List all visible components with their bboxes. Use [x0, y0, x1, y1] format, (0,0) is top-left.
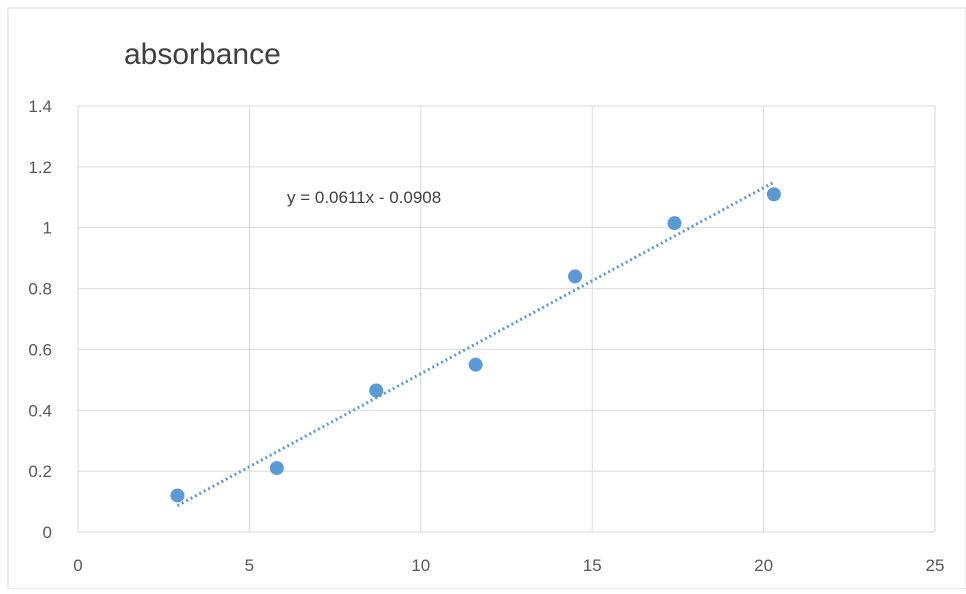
y-tick-label: 1.4 [28, 97, 52, 116]
axis-labels: 0 0.2 0.4 0.6 0.8 1 1.2 1.4 0 5 10 15 20 25 [28, 97, 944, 575]
data-points [170, 187, 781, 503]
trendline-layer [176, 180, 775, 508]
data-point [269, 461, 284, 476]
data-point [369, 383, 384, 398]
x-tick-label: 15 [583, 556, 602, 575]
y-tick-label: 0.6 [28, 340, 52, 359]
gridlines [77, 105, 936, 533]
chart-title: absorbance [124, 38, 281, 71]
data-point [667, 216, 682, 231]
x-tick-label: 25 [926, 556, 945, 575]
chart-border [7, 7, 966, 590]
trendline-equation: y = 0.0611x - 0.0908 [287, 188, 441, 207]
y-tick-label: 1.2 [28, 158, 52, 177]
x-tick-label: 5 [245, 556, 254, 575]
y-tick-label: 0.4 [28, 401, 52, 420]
trendline [176, 180, 775, 508]
data-point [170, 488, 185, 503]
data-point [568, 269, 583, 284]
x-tick-label: 20 [754, 556, 773, 575]
y-tick-label: 0.8 [28, 280, 52, 299]
x-tick-label: 10 [411, 556, 430, 575]
y-tick-label: 0.2 [28, 462, 52, 481]
data-point [468, 357, 483, 372]
y-tick-label: 0 [43, 523, 52, 542]
x-tick-label: 0 [73, 556, 82, 575]
y-tick-label: 1 [43, 219, 52, 238]
data-point [766, 187, 781, 202]
